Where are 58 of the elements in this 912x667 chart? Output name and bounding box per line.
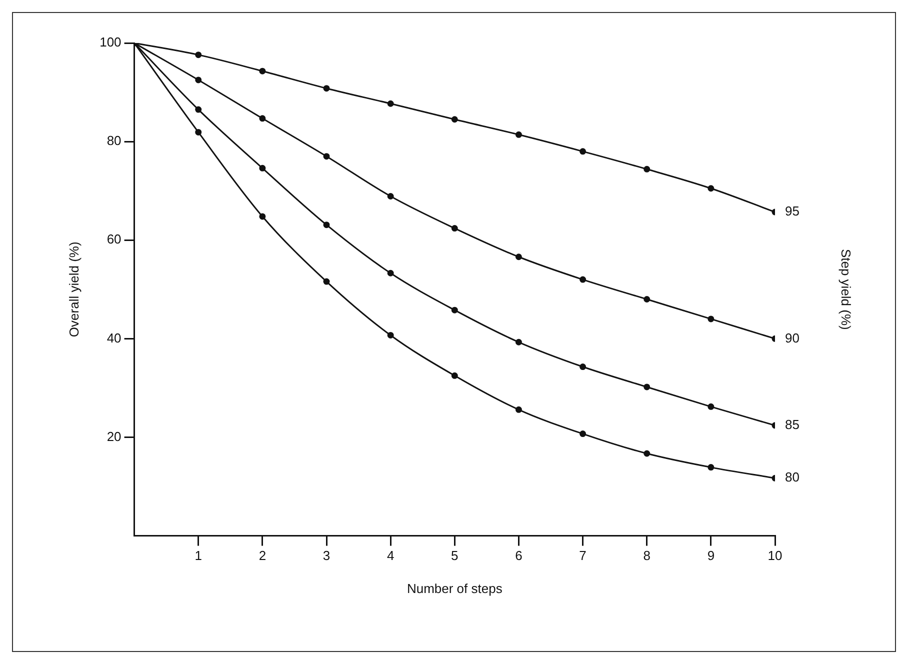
point xyxy=(323,278,330,285)
x-tick-label: 2 xyxy=(258,548,266,564)
y-tick-label: 40 xyxy=(106,330,122,346)
point xyxy=(515,338,522,346)
x-tick-label: 3 xyxy=(322,548,330,564)
point xyxy=(708,464,714,471)
point xyxy=(580,148,586,155)
point xyxy=(644,384,650,390)
point xyxy=(580,364,586,370)
x-tick-label: 9 xyxy=(707,548,715,564)
point xyxy=(259,68,266,74)
point xyxy=(195,76,202,84)
point xyxy=(515,131,522,138)
series-label: 85 xyxy=(785,416,800,432)
y-axis-title: Overall yield (%) xyxy=(66,242,82,338)
point xyxy=(708,185,714,192)
series-label: 95 xyxy=(785,204,800,219)
point xyxy=(323,153,330,160)
point xyxy=(451,306,458,314)
point xyxy=(515,406,522,413)
point xyxy=(259,164,266,172)
point xyxy=(195,128,202,136)
y-tick-label: 60 xyxy=(106,232,122,247)
point xyxy=(580,430,586,438)
series-label: 80 xyxy=(785,470,800,485)
x-tick-label: 10 xyxy=(768,548,782,564)
point xyxy=(259,115,266,122)
y-tick-label: 20 xyxy=(106,428,122,444)
y-tick-label: 80 xyxy=(106,133,122,148)
point xyxy=(644,450,650,457)
x-tick-label: 8 xyxy=(643,548,650,564)
point xyxy=(387,332,394,338)
point xyxy=(644,166,650,172)
point xyxy=(451,225,458,232)
point xyxy=(451,116,458,123)
x-tick-label: 6 xyxy=(515,548,522,564)
point xyxy=(323,222,330,228)
point xyxy=(195,52,202,58)
point xyxy=(451,372,458,379)
point xyxy=(195,106,202,113)
point xyxy=(259,213,266,220)
x-tick-label: 5 xyxy=(451,548,458,564)
text: Step yield (%) xyxy=(838,248,854,330)
x-tick-label: 7 xyxy=(579,548,586,564)
x-tick-label: 1 xyxy=(194,548,202,564)
point xyxy=(387,270,394,276)
point xyxy=(323,85,330,92)
point xyxy=(644,296,650,303)
point xyxy=(708,316,714,322)
point xyxy=(515,254,522,260)
point xyxy=(387,100,394,107)
point xyxy=(580,276,586,283)
series-label: 90 xyxy=(785,330,800,346)
x-tick-label: 4 xyxy=(386,548,394,564)
point xyxy=(708,403,714,410)
x-axis-title: Number of steps xyxy=(406,580,503,596)
y-tick-label: 100 xyxy=(100,34,122,50)
point xyxy=(387,193,394,200)
